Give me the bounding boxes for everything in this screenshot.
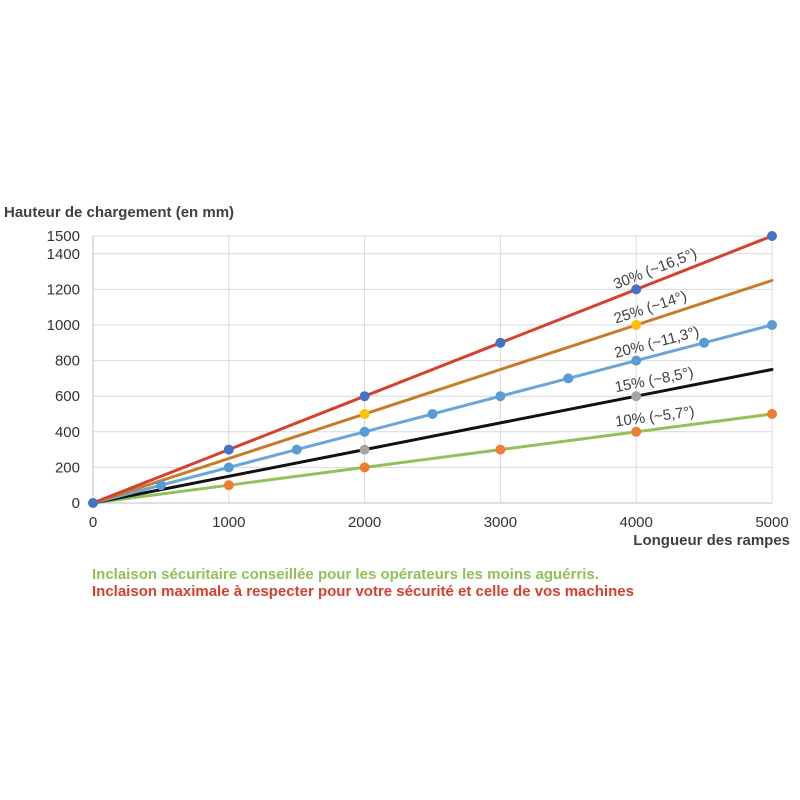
marker-10-5-7-4000 [631, 426, 642, 437]
series-line-15-8-5 [91, 368, 774, 505]
y-axis-title: Hauteur de chargement (en mm) [4, 204, 234, 221]
marker-10-5-7-5000 [767, 409, 777, 419]
x-tick-label-5000: 5000 [755, 514, 788, 531]
x-axis-title: Longueur des rampes [633, 532, 790, 549]
marker-10-5-7-3000 [495, 444, 506, 455]
safe-inclination-note: Inclaison sécuritaire conseillée pour le… [92, 566, 599, 583]
series-markers [88, 231, 777, 508]
y-tick-label-1500: 1500 [47, 228, 80, 245]
x-tick-label-3000: 3000 [484, 514, 517, 531]
marker-20-11-3-3500 [563, 373, 574, 384]
marker-15-8-5-2000 [359, 444, 370, 455]
marker-20-11-3-2500 [427, 409, 438, 419]
x-tick-label-0: 0 [89, 514, 97, 531]
marker-20-11-3-3000 [495, 391, 506, 402]
x-tick-label-2000: 2000 [348, 514, 381, 531]
marker-20-11-3-5000 [767, 320, 777, 330]
marker-20-11-3-4000 [631, 355, 642, 366]
series-line-10-5-7 [91, 412, 774, 505]
marker-10-5-7-1000 [223, 480, 234, 491]
series-line-25-14 [91, 279, 774, 505]
marker-20-11-3-500 [155, 480, 166, 491]
marker-20-11-3-2000 [359, 426, 370, 437]
y-tick-label-1200: 1200 [47, 281, 80, 298]
marker-15-8-5-4000 [631, 391, 642, 402]
marker-30-16-5-0 [88, 498, 98, 508]
series-lines [91, 234, 774, 505]
marker-30-16-5-2000 [359, 391, 370, 402]
axes [92, 236, 772, 504]
marker-30-16-5-3000 [495, 337, 506, 348]
marker-30-16-5-4000 [631, 284, 642, 295]
y-tick-label-1000: 1000 [47, 317, 80, 334]
y-tick-label-200: 200 [55, 459, 80, 476]
y-tick-label-600: 600 [55, 388, 80, 405]
y-tick-label-1400: 1400 [47, 246, 80, 263]
marker-30-16-5-1000 [223, 444, 234, 455]
marker-25-14-2000 [359, 409, 370, 419]
marker-20-11-3-1500 [291, 444, 302, 455]
series-line-30-16-5 [91, 234, 774, 505]
y-tick-label-800: 800 [55, 353, 80, 370]
y-tick-label-400: 400 [55, 424, 80, 441]
marker-20-11-3-4500 [699, 337, 710, 348]
series-labels: 10% (~5,7°)15% (~8,5°)20% (~11,3°)25% (~… [611, 245, 701, 430]
max-inclination-note: Inclaison maximale à respecter pour votr… [92, 583, 634, 600]
marker-25-14-4000 [631, 320, 642, 330]
marker-10-5-7-2000 [359, 462, 370, 473]
marker-30-16-5-5000 [767, 231, 777, 241]
y-tick-label-0: 0 [72, 495, 80, 512]
x-tick-label-1000: 1000 [212, 514, 245, 531]
x-tick-label-4000: 4000 [620, 514, 653, 531]
marker-20-11-3-1000 [223, 462, 234, 473]
